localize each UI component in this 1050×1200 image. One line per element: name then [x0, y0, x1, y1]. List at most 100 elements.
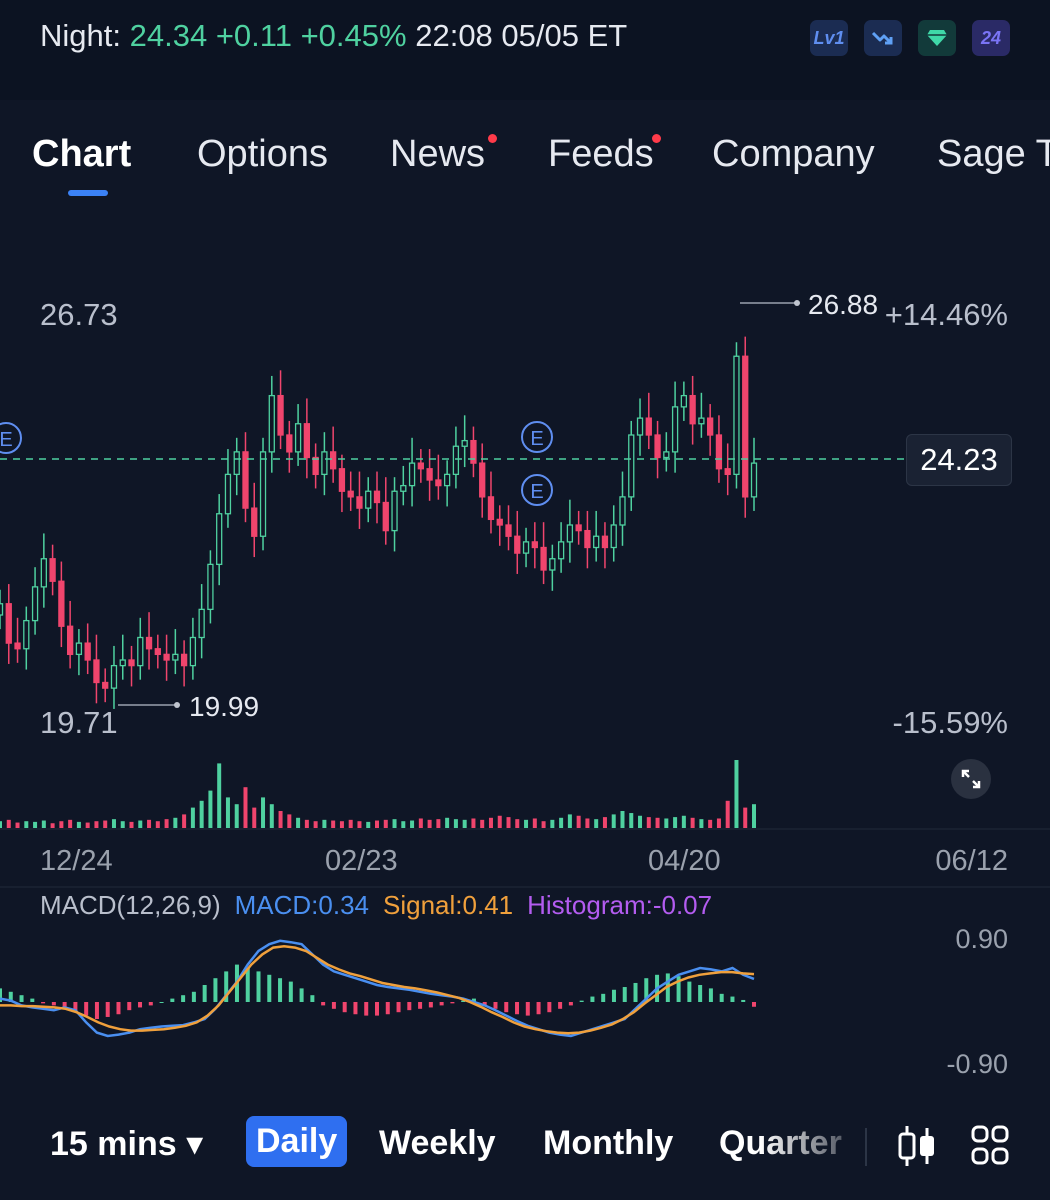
candle-body [128, 659, 135, 667]
histogram-bar [159, 1002, 164, 1003]
interval-weekly[interactable]: Weekly [379, 1124, 496, 1162]
candle-body [584, 529, 591, 549]
interval-monthly[interactable]: Monthly [543, 1124, 674, 1162]
volume-bar [524, 819, 529, 828]
volume-bar [559, 817, 564, 828]
histogram-bar [342, 1002, 347, 1013]
histogram-bar [127, 1002, 132, 1011]
volume-bar [445, 817, 450, 828]
macd-axis-top: 0.90 [955, 924, 1008, 954]
candle-body [461, 439, 468, 447]
candle-body [531, 541, 538, 549]
candle-body [707, 417, 714, 436]
volume-bar [752, 804, 756, 828]
volume-bar [190, 807, 195, 828]
tab-options[interactable]: Options [197, 133, 328, 175]
candle-body [31, 586, 39, 622]
volume-bar [278, 811, 283, 828]
histogram-bar [407, 1002, 412, 1011]
volume-bar [348, 819, 353, 828]
volume-bar [716, 818, 721, 828]
quote-timestamp: 22:08 05/05 ET [415, 18, 628, 53]
candle-body [163, 653, 170, 661]
interval-daily[interactable]: Daily [246, 1116, 348, 1167]
fullscreen-button[interactable] [951, 759, 991, 799]
volume-bar [401, 821, 406, 828]
earnings-marker[interactable]: E [521, 421, 553, 453]
candle-body [566, 524, 574, 543]
night-change-pct: +0.45% [300, 18, 407, 53]
volume-bar [296, 817, 301, 828]
price-chart[interactable]: 26.73 19.71 +14.46% -15.59% 26.88 19.99 … [0, 0, 1050, 1100]
volume-bar [699, 819, 704, 828]
tab-sage[interactable]: Sage T [937, 133, 1050, 175]
candle-body [575, 524, 582, 532]
candle-body [479, 462, 486, 498]
candle-body [242, 451, 249, 509]
volume-bar [392, 819, 397, 828]
volume-bar [725, 800, 730, 828]
earnings-marker[interactable]: E [0, 422, 22, 454]
volume-bar [50, 823, 55, 828]
x-tick-label: 02/23 [325, 845, 398, 877]
volume-bar [646, 817, 651, 828]
tab-company[interactable]: Company [712, 133, 875, 175]
histogram-bar [62, 1002, 67, 1009]
volume-bar [164, 819, 169, 828]
volume-bar [515, 819, 520, 828]
volume-bar [488, 817, 493, 828]
histogram-bar [536, 1002, 541, 1015]
histogram-value: Histogram:-0.07 [527, 890, 713, 920]
scroll-fade [760, 1110, 860, 1182]
candle-body [321, 451, 328, 476]
volume-bar [155, 821, 160, 828]
volume-bar [480, 819, 485, 828]
tab-feeds[interactable]: Feeds [548, 133, 654, 175]
histogram-bar [191, 991, 196, 1002]
volume-bar [94, 821, 99, 828]
earnings-marker[interactable]: E [521, 474, 553, 506]
volume-bar [15, 822, 20, 828]
volume-bar [681, 815, 686, 828]
svg-text:E: E [530, 481, 543, 503]
macd-legend[interactable]: MACD(12,26,9) MACD:0.34 Signal:0.41 Histogr… [40, 890, 712, 921]
min-marker-label: 19.99 [189, 691, 259, 722]
histogram-bar [558, 1002, 563, 1009]
histogram-bar [525, 1002, 530, 1016]
candle-body [452, 445, 460, 476]
candle-body [356, 496, 363, 509]
svg-text:E: E [530, 428, 543, 450]
candle-body [338, 468, 346, 492]
macd-params: MACD(12,26,9) [40, 890, 221, 920]
volume-bar [471, 818, 476, 828]
trend-down-icon[interactable] [864, 20, 902, 56]
candle-body [84, 642, 91, 661]
candle-body [365, 490, 372, 509]
histogram-bar [170, 998, 175, 1002]
lv1-badge[interactable]: Lv1 [810, 20, 848, 56]
interval-15min-dropdown[interactable]: 15 mins ▾ [50, 1125, 204, 1163]
histogram-bar [94, 1002, 99, 1019]
volume-bar [252, 807, 257, 828]
tab-news[interactable]: News [390, 133, 486, 175]
24h-badge[interactable]: 24 [972, 20, 1010, 56]
gem-icon[interactable] [918, 20, 956, 56]
volume-bar [322, 819, 327, 828]
volume-bar [217, 763, 222, 828]
histogram-bar [105, 1002, 110, 1017]
indicators-grid-button[interactable] [970, 1124, 1010, 1173]
candlestick-type-button[interactable] [895, 1122, 939, 1175]
candle-body [58, 580, 65, 627]
volume-bar [6, 819, 11, 828]
histogram-bar [19, 995, 24, 1002]
candlestick-series [0, 336, 758, 709]
histogram-bar [547, 1002, 552, 1013]
tab-chart[interactable]: Chart [32, 133, 132, 175]
candle-body [610, 524, 617, 549]
interval-bar: 15 mins ▾ Daily Weekly Monthly Quarter [0, 1110, 1050, 1182]
candle-body [294, 423, 302, 453]
histogram-bar [428, 1002, 433, 1008]
histogram-bar [461, 1000, 466, 1002]
histogram-bar [471, 998, 476, 1002]
volume-bar [0, 821, 2, 828]
